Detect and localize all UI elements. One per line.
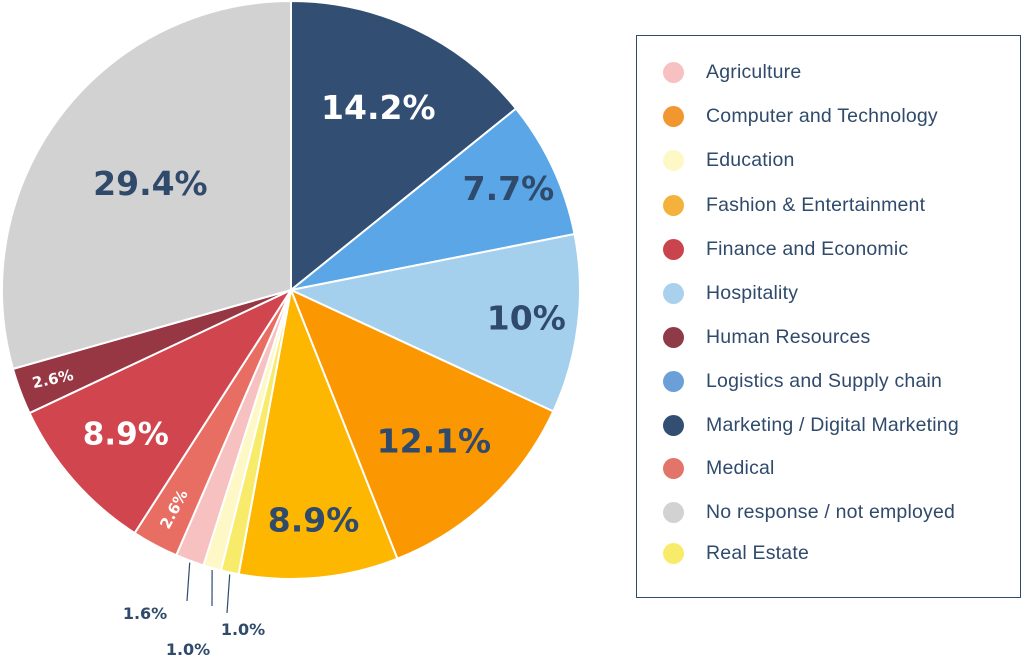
legend-label: Computer and Technology [706, 104, 938, 127]
legend-item-marketing-digital-marketing: Marketing / Digital Marketing [663, 413, 959, 437]
legend-label: Education [706, 148, 795, 171]
legend-label: Finance and Economic [706, 237, 909, 260]
legend-swatch [663, 501, 684, 523]
legend: Agriculture Computer and Technology Educ… [636, 35, 1021, 598]
legend-item-logistics-and-supply-chain: Logistics and Supply chain [663, 369, 942, 393]
pie-slice-logistics-and-supply-chain [290, 107, 576, 291]
legend-item-real-estate: Real Estate [663, 541, 809, 565]
legend-label: Real Estate [706, 541, 810, 564]
legend-swatch [663, 414, 684, 436]
legend-label: Logistics and Supply chain [706, 369, 943, 392]
legend-swatch [663, 149, 684, 171]
slice-label-external: 1.6% [123, 604, 167, 623]
slice-label: 12.1% [377, 422, 492, 461]
pie-slice-finance-and-economic [28, 287, 294, 535]
legend-item-medical: Medical [663, 456, 775, 480]
legend-item-finance-and-economic: Finance and Economic [663, 237, 908, 261]
pie-slice-no-response-not-employed [1, 0, 292, 371]
legend-swatch [663, 105, 684, 127]
slice-label: 8.9% [268, 501, 360, 540]
legend-label: No response / not employed [706, 500, 956, 523]
pie-slice-computer-and-technology [289, 288, 555, 561]
legend-label: Hospitality [706, 281, 799, 304]
legend-swatch [663, 370, 684, 392]
slice-label-external: 1.0% [166, 640, 210, 657]
legend-swatch [663, 238, 684, 260]
legend-item-education: Education [663, 148, 795, 172]
legend-label: Human Resources [706, 325, 871, 348]
slice-label: 29.4% [93, 164, 208, 203]
pie-slice-hospitality [287, 232, 582, 413]
legend-label: Agriculture [706, 60, 802, 83]
pie-slice-marketing-digital-marketing [290, 0, 518, 293]
legend-swatch [663, 542, 684, 564]
legend-swatch [663, 326, 684, 348]
slice-label: 7.7% [463, 169, 555, 208]
legend-label: Medical [706, 456, 775, 479]
slice-label: 14.2% [321, 88, 436, 127]
legend-item-no-response: No response / not employed [663, 500, 955, 524]
legend-item-agriculture: Agriculture [663, 60, 801, 84]
legend-item-fashion-entertainment: Fashion & Entertainment [663, 193, 925, 217]
pie-chart: 14.2%7.7%10%12.1%8.9%1.0%1.0%1.6%2.6%8.9… [1, 0, 582, 657]
legend-swatch [663, 457, 684, 479]
slice-label: 10% [487, 299, 566, 338]
legend-swatch [663, 282, 684, 304]
callout-line [186, 562, 191, 602]
legend-item-computer-and-technology: Computer and Technology [663, 104, 938, 128]
slice-label-external: 1.0% [221, 620, 265, 639]
legend-swatch [663, 194, 684, 216]
callout-line [226, 574, 231, 614]
legend-label: Marketing / Digital Marketing [706, 413, 959, 436]
legend-item-human-resources: Human Resources [663, 325, 870, 349]
legend-label: Fashion & Entertainment [706, 193, 926, 216]
slice-label: 8.9% [83, 417, 169, 453]
legend-item-hospitality: Hospitality [663, 281, 798, 305]
legend-swatch [663, 61, 684, 83]
